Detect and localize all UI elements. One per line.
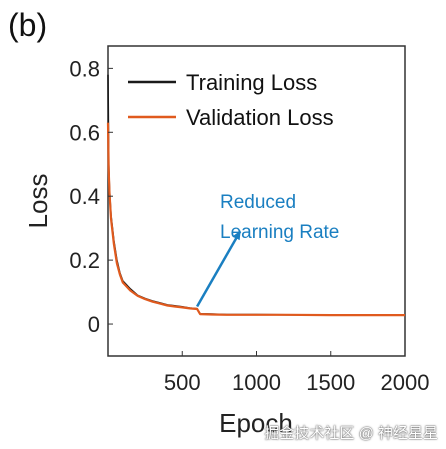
y-tick-label: 0.6 xyxy=(69,120,100,145)
x-tick-label: 1500 xyxy=(306,370,355,395)
annotation-text-line-1: Reduced xyxy=(220,192,296,213)
annotation-text-line-2: Learning Rate xyxy=(220,222,339,243)
y-tick-label: 0.2 xyxy=(69,248,100,273)
x-tick-label: 1000 xyxy=(232,370,281,395)
y-tick-label: 0 xyxy=(88,312,100,337)
panel-label: (b) xyxy=(8,7,47,43)
y-tick-label: 0.4 xyxy=(69,184,100,209)
annotation-arrow xyxy=(196,230,242,308)
x-tick-label: 2000 xyxy=(381,370,430,395)
y-axis-label: Loss xyxy=(23,174,53,229)
legend: Training Loss Validation Loss xyxy=(128,70,334,130)
annotation-layer: Reduced Learning Rate xyxy=(196,192,339,308)
legend-label-training-loss: Training Loss xyxy=(186,70,317,95)
tick-layer: 500 1000 1500 2000 0 0.2 0.4 0.6 0.8 xyxy=(69,56,429,395)
y-tick-label: 0.8 xyxy=(69,56,100,81)
x-tick-label: 500 xyxy=(164,370,201,395)
watermark-text: 掘金技术社区 @ 神经星星 xyxy=(264,425,438,442)
legend-label-validation-loss: Validation Loss xyxy=(186,105,334,130)
series-layer xyxy=(106,74,405,317)
x-axis-label: Epoch xyxy=(219,408,293,438)
series-line-validation-loss xyxy=(106,122,405,317)
